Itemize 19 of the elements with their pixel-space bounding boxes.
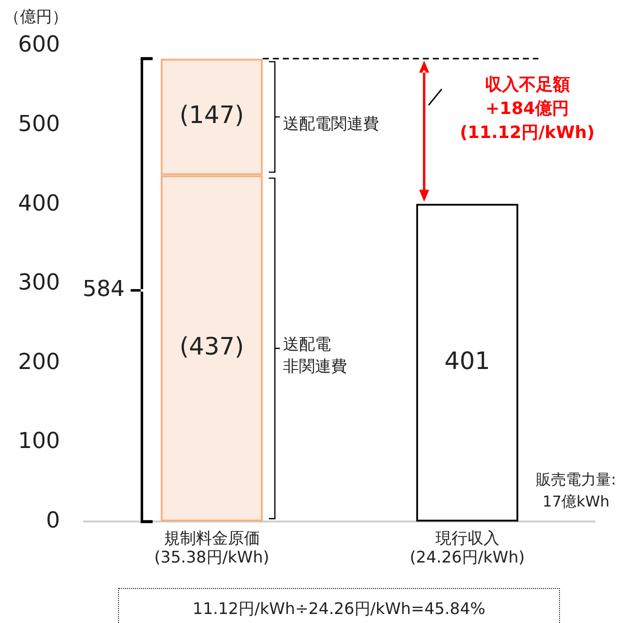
x-tick-label: 現行収入 (24.26円/kWh) bbox=[410, 528, 525, 567]
data-label: 401 bbox=[444, 346, 490, 375]
series-label: 送配電非関連費 bbox=[282, 334, 347, 376]
y-tick-label: 600 bbox=[18, 32, 60, 58]
x-tick-label: 規制料金原価 (35.38円/kWh) bbox=[154, 528, 270, 567]
annotation: 販売電力量: 17億kWh bbox=[536, 470, 616, 510]
series-label: 送配電関連費 bbox=[282, 114, 379, 134]
y-axis-title: （億円） bbox=[4, 7, 68, 26]
y-tick-label: 100 bbox=[18, 429, 60, 454]
y-tick-label: 200 bbox=[18, 350, 60, 375]
y-tick-label: 300 bbox=[18, 270, 60, 296]
data-label: (147) bbox=[179, 101, 244, 130]
data-label: (437) bbox=[179, 332, 244, 361]
total-label: 584 bbox=[82, 276, 125, 302]
formula-box: 11.12円/kWh÷24.26円/kWh=45.84% bbox=[118, 588, 560, 623]
y-tick-label: 500 bbox=[18, 112, 60, 137]
y-tick-label: 0 bbox=[46, 508, 60, 534]
y-tick-label: 400 bbox=[18, 191, 60, 216]
annotation: 収入不足額 +184億円 (11.12円/kWh) bbox=[460, 75, 595, 144]
